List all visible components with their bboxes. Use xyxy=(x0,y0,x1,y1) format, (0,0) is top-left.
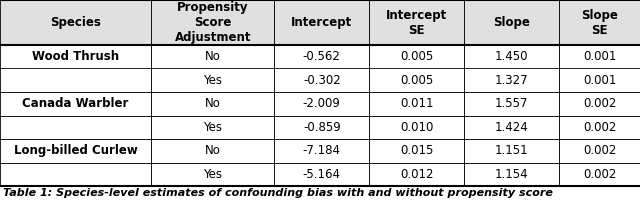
Bar xyxy=(0,115,151,139)
Bar xyxy=(369,0,464,45)
Text: 1.424: 1.424 xyxy=(495,121,529,134)
Text: 1.557: 1.557 xyxy=(495,97,529,110)
Bar xyxy=(464,139,559,163)
Text: No: No xyxy=(205,50,221,63)
Bar xyxy=(0,69,151,92)
Text: 0.002: 0.002 xyxy=(583,121,616,134)
Bar xyxy=(0,45,151,69)
Text: Yes: Yes xyxy=(204,74,222,87)
Text: Species: Species xyxy=(50,16,101,29)
Text: Long-billed Curlew: Long-billed Curlew xyxy=(13,144,138,157)
Bar xyxy=(559,69,640,92)
Bar xyxy=(369,69,464,92)
Bar xyxy=(275,45,369,69)
Text: 0.005: 0.005 xyxy=(400,74,433,87)
Text: Intercept
SE: Intercept SE xyxy=(386,9,447,37)
Bar xyxy=(151,92,275,115)
Text: 1.327: 1.327 xyxy=(495,74,529,87)
Bar xyxy=(464,45,559,69)
Bar xyxy=(0,139,151,163)
Text: 0.001: 0.001 xyxy=(583,50,616,63)
Bar xyxy=(151,0,275,45)
Bar xyxy=(559,92,640,115)
Bar xyxy=(464,92,559,115)
Text: 0.015: 0.015 xyxy=(400,144,433,157)
Text: -0.859: -0.859 xyxy=(303,121,340,134)
Bar xyxy=(0,92,151,115)
Bar xyxy=(369,163,464,186)
Text: -2.009: -2.009 xyxy=(303,97,340,110)
Bar xyxy=(559,139,640,163)
Text: 0.011: 0.011 xyxy=(400,97,433,110)
Bar xyxy=(369,139,464,163)
Text: Intercept: Intercept xyxy=(291,16,353,29)
Bar xyxy=(151,163,275,186)
Bar xyxy=(369,92,464,115)
Bar xyxy=(151,139,275,163)
Text: 0.002: 0.002 xyxy=(583,144,616,157)
Bar xyxy=(559,0,640,45)
Text: 0.002: 0.002 xyxy=(583,97,616,110)
Text: 1.154: 1.154 xyxy=(495,168,529,181)
Bar xyxy=(559,163,640,186)
Bar xyxy=(275,115,369,139)
Text: Propensity
Score
Adjustment: Propensity Score Adjustment xyxy=(175,1,251,44)
Text: Table 1: Species-level estimates of confounding bias with and without propensity: Table 1: Species-level estimates of conf… xyxy=(3,188,553,198)
Text: 0.001: 0.001 xyxy=(583,74,616,87)
Text: 0.012: 0.012 xyxy=(400,168,433,181)
Text: Canada Warbler: Canada Warbler xyxy=(22,97,129,110)
Text: Slope
SE: Slope SE xyxy=(581,9,618,37)
Text: Wood Thrush: Wood Thrush xyxy=(32,50,119,63)
Bar xyxy=(275,69,369,92)
Bar xyxy=(275,139,369,163)
Bar xyxy=(0,0,151,45)
Text: 1.450: 1.450 xyxy=(495,50,529,63)
Text: 0.005: 0.005 xyxy=(400,50,433,63)
Text: -5.164: -5.164 xyxy=(303,168,340,181)
Text: -0.562: -0.562 xyxy=(303,50,340,63)
Text: -7.184: -7.184 xyxy=(303,144,340,157)
Text: 0.002: 0.002 xyxy=(583,168,616,181)
Bar xyxy=(151,115,275,139)
Bar xyxy=(464,69,559,92)
Bar xyxy=(369,115,464,139)
Bar xyxy=(151,45,275,69)
Text: No: No xyxy=(205,97,221,110)
Text: -0.302: -0.302 xyxy=(303,74,340,87)
Text: 1.151: 1.151 xyxy=(495,144,529,157)
Bar xyxy=(275,163,369,186)
Bar xyxy=(151,69,275,92)
Bar xyxy=(0,163,151,186)
Bar xyxy=(369,45,464,69)
Bar xyxy=(559,45,640,69)
Bar xyxy=(464,163,559,186)
Text: Yes: Yes xyxy=(204,121,222,134)
Bar xyxy=(464,115,559,139)
Text: Slope: Slope xyxy=(493,16,530,29)
Bar xyxy=(275,0,369,45)
Text: Yes: Yes xyxy=(204,168,222,181)
Bar xyxy=(464,0,559,45)
Bar xyxy=(275,92,369,115)
Text: No: No xyxy=(205,144,221,157)
Text: 0.010: 0.010 xyxy=(400,121,433,134)
Bar xyxy=(559,115,640,139)
